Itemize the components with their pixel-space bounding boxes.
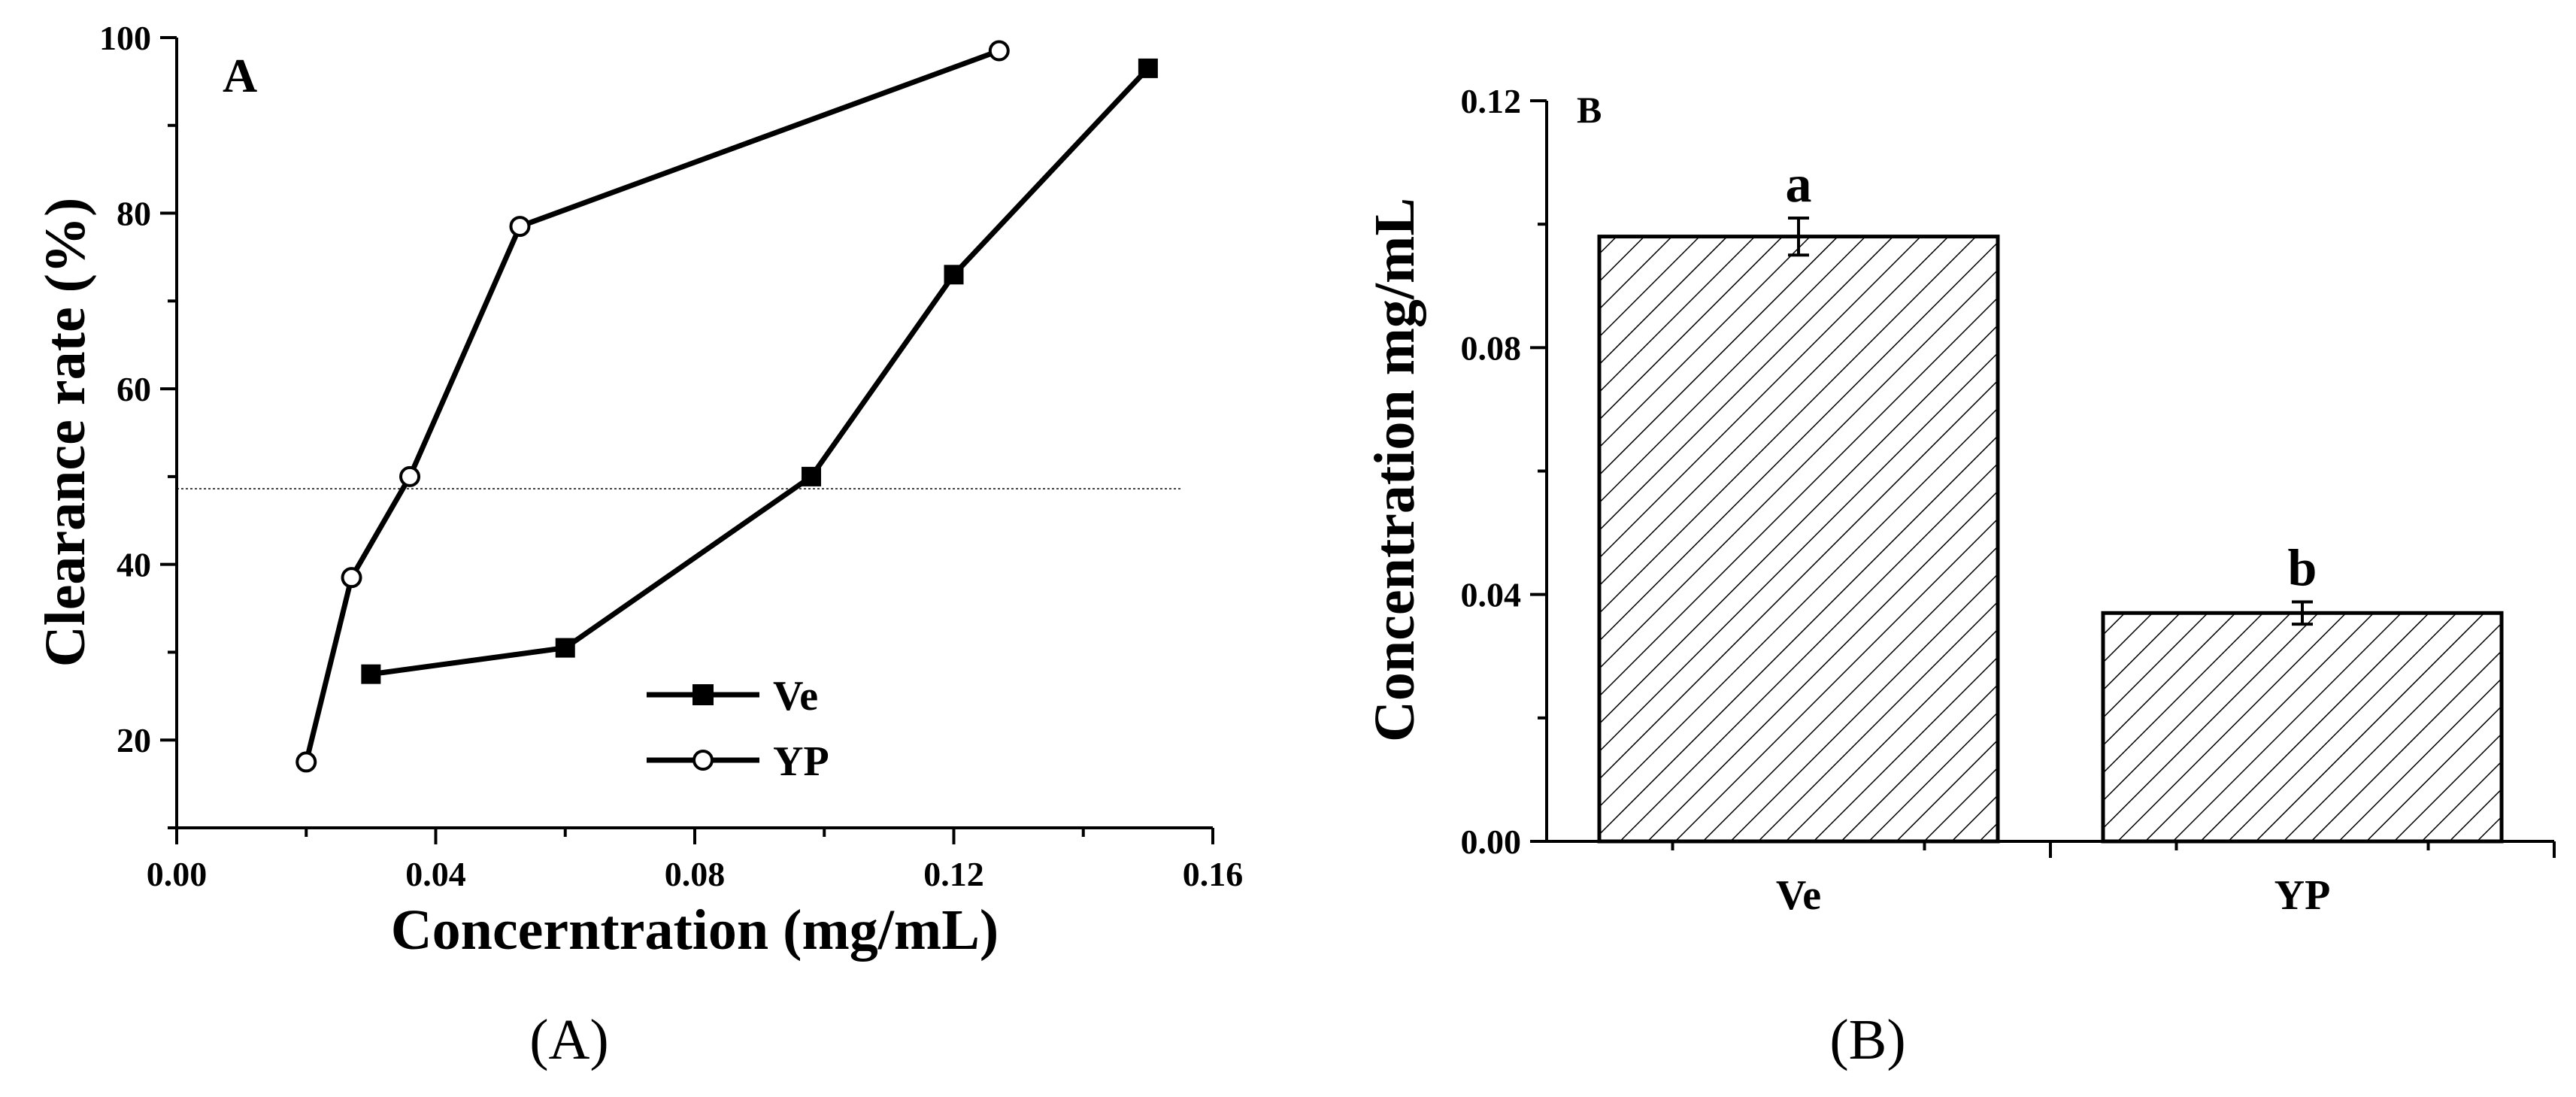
x-tick-label: 0.12 [923,855,984,893]
category-label-yp: YP [2274,872,2331,919]
legend: Ve YP [647,673,829,785]
x-tick-label: 0.08 [665,855,726,893]
data-point-yp [295,751,317,773]
data-point-ve [1138,58,1158,78]
series-line-ve [370,66,1150,677]
bar-yp [2101,611,2504,844]
panel-b-bar-chart: 0.00 0.04 0.08 0.12 a Ve b YP B Concentration … [1363,82,2556,1071]
panel-a-line-chart: 0.00 0.04 0.08 0.12 0.16 20 40 60 80 100 A Cleara… [34,19,1243,1071]
significance-label-ve: a [1786,156,1812,214]
y-tick-label: 0.00 [1461,823,1522,861]
legend-yp-marker [692,750,714,771]
caption-b: (B) [1829,1008,1905,1071]
legend-ve-label: Ve [773,673,818,720]
bar-ve [1597,235,2000,844]
data-point-yp [399,465,421,487]
data-point-yp [988,40,1010,62]
data-point-ve [802,466,822,486]
x-tick-label: 0.00 [147,855,208,893]
significance-label-yp: b [2288,540,2317,598]
data-point-ve [361,664,381,684]
data-point-ve [944,265,964,285]
data-point-yp [509,216,531,238]
y-tick-label: 0.08 [1461,329,1522,367]
caption-a: (A) [529,1008,609,1071]
y-axis-title: Clearance rate (%) [34,198,97,668]
category-label-ve: Ve [1776,872,1821,919]
panel-label-b: B [1577,89,1602,131]
x-axis-title: Concerntration (mg/mL) [391,899,999,962]
x-tick-label: 0.04 [405,855,466,893]
series-line-yp [303,48,1000,763]
y-tick-label: 0.04 [1461,576,1522,614]
y-tick-label: 60 [117,370,151,408]
x-tick-label: 0.16 [1183,855,1244,893]
y-tick-label: 40 [117,546,151,584]
y-tick-label: 80 [117,195,151,233]
y-tick-label: 0.12 [1461,82,1522,120]
y-axis-title: Concentration mg/mL [1363,198,1426,742]
y-tick-label: 20 [117,721,151,759]
y-tick-label: 100 [99,19,151,57]
data-point-ve [555,638,575,658]
legend-yp-label: YP [773,738,829,785]
legend-ve-marker [692,684,714,705]
data-point-yp [341,567,362,589]
panel-label-a: A [223,49,257,102]
